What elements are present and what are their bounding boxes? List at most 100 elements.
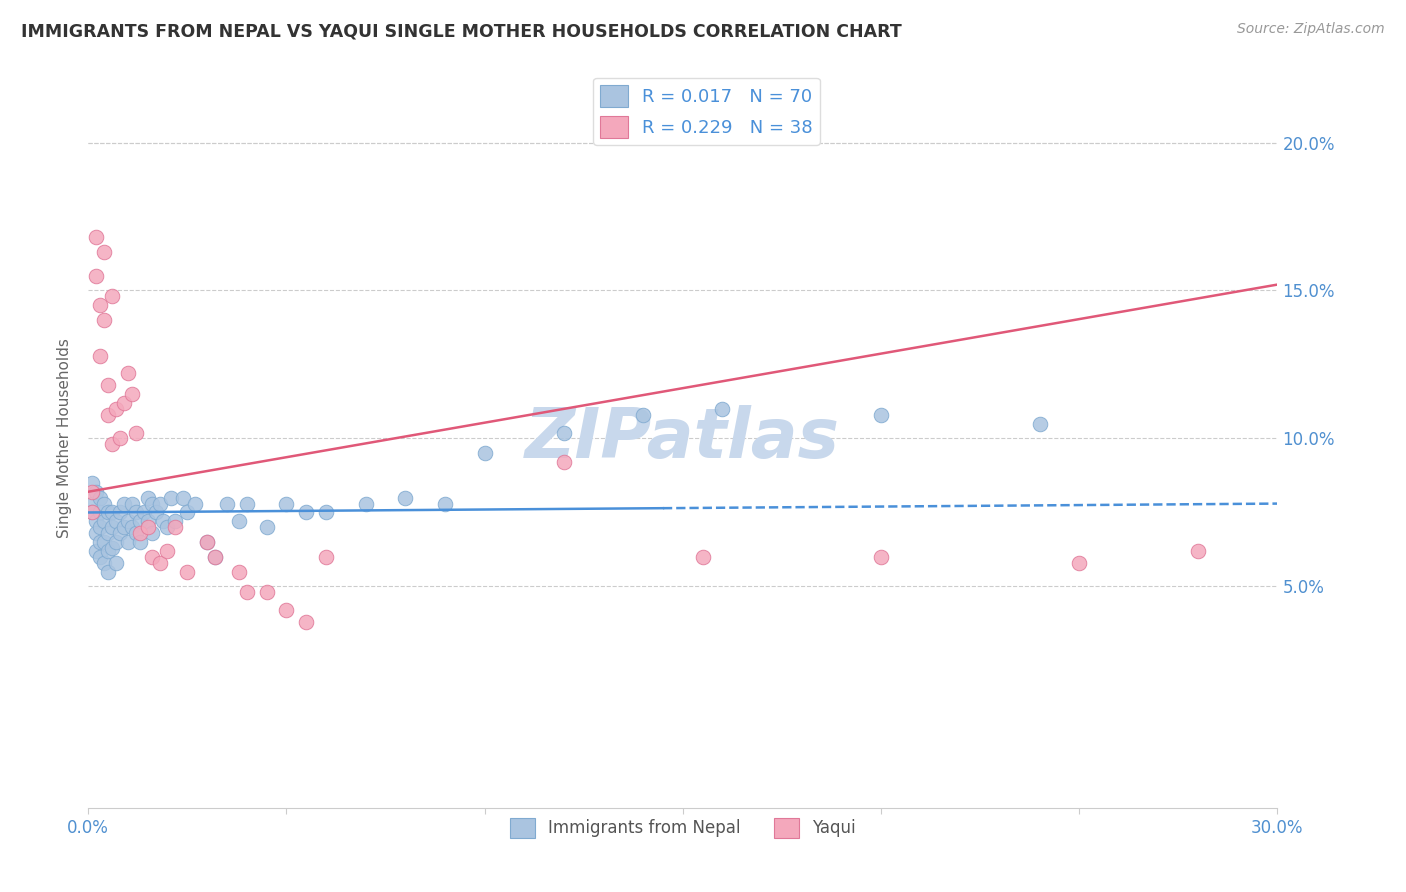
Point [104,535,127,549]
Point [184,497,207,511]
Point [121,387,143,401]
Point [84,230,107,244]
Point [692,549,714,564]
Point [204,549,226,564]
Point [89,506,111,520]
Point [82,506,104,520]
Point [121,520,143,534]
Point [108,526,131,541]
Point [101,289,124,303]
Point [165,514,187,528]
Point [82,497,104,511]
Y-axis label: Single Mother Households: Single Mother Households [58,339,72,539]
Point [84,484,107,499]
Point [101,541,124,555]
Point [104,556,127,570]
Point [108,432,131,446]
Point [89,520,111,534]
Point [93,245,115,260]
Point [1028,417,1050,431]
Point [82,506,104,520]
Point [93,514,115,528]
Point [235,497,257,511]
Point [553,425,575,440]
Point [128,535,150,549]
Point [97,506,120,520]
Point [148,497,170,511]
Point [136,514,159,528]
Point [84,268,107,283]
Point [1187,544,1209,558]
Point [172,491,194,505]
Point [228,514,250,528]
Point [97,565,120,579]
Point [631,408,654,422]
Point [870,408,893,422]
Point [84,526,107,541]
Point [195,535,218,549]
Point [176,565,198,579]
Point [148,556,170,570]
Point [108,506,131,520]
Point [160,491,183,505]
Point [117,514,139,528]
Point [125,506,148,520]
Point [89,549,111,564]
Point [101,437,124,451]
Point [195,535,218,549]
Point [128,514,150,528]
Point [121,497,143,511]
Point [870,549,893,564]
Point [276,603,298,617]
Point [276,497,298,511]
Point [295,615,318,629]
Point [141,526,163,541]
Point [84,544,107,558]
Point [101,520,124,534]
Point [474,446,496,460]
Point [89,491,111,505]
Point [93,313,115,327]
Point [97,408,120,422]
Point [711,401,734,416]
Point [97,544,120,558]
Point [117,535,139,549]
Text: ZIPatlas: ZIPatlas [526,405,841,472]
Point [104,401,127,416]
Text: IMMIGRANTS FROM NEPAL VS YAQUI SINGLE MOTHER HOUSEHOLDS CORRELATION CHART: IMMIGRANTS FROM NEPAL VS YAQUI SINGLE MO… [21,22,901,40]
Point [93,556,115,570]
Point [156,520,179,534]
Text: Source: ZipAtlas.com: Source: ZipAtlas.com [1237,22,1385,37]
Point [112,497,135,511]
Point [89,535,111,549]
Legend: Immigrants from Nepal, Yaqui: Immigrants from Nepal, Yaqui [503,811,862,845]
Point [101,506,124,520]
Point [295,506,318,520]
Point [433,497,456,511]
Point [165,520,187,534]
Point [1069,556,1091,570]
Point [315,549,337,564]
Point [125,425,148,440]
Point [132,506,155,520]
Point [136,491,159,505]
Point [112,396,135,410]
Point [204,549,226,564]
Point [136,520,159,534]
Point [152,514,174,528]
Point [125,526,148,541]
Point [141,497,163,511]
Point [256,585,278,599]
Point [235,585,257,599]
Point [112,520,135,534]
Point [128,526,150,541]
Point [176,506,198,520]
Point [156,544,179,558]
Point [145,506,167,520]
Point [141,549,163,564]
Point [93,535,115,549]
Point [354,497,377,511]
Point [82,484,104,499]
Point [117,367,139,381]
Point [84,514,107,528]
